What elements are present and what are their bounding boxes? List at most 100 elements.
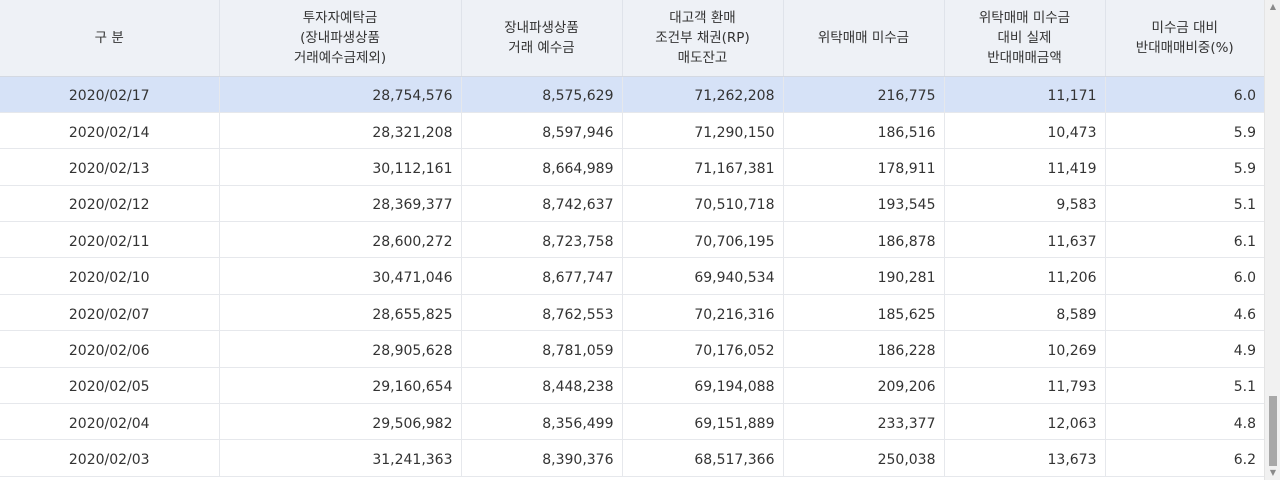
header-label-line: (장내파생상품 — [300, 29, 380, 46]
derivatives-deposits-cell: 8,664,989 — [460, 148, 622, 186]
margin-receivables-cell: 209,206 — [782, 367, 944, 405]
forced-liquidation-ratio-cell: 6.2 — [1104, 439, 1264, 477]
rp-balance-cell: 71,290,150 — [621, 112, 783, 150]
forced-liquidation-ratio-cell: 5.1 — [1104, 367, 1264, 405]
investor-deposits-cell: 30,112,161 — [218, 148, 461, 186]
forced-liquidation-amount-cell: 10,269 — [943, 330, 1105, 368]
header-label-line: 매도잔고 — [677, 49, 728, 66]
scroll-down-icon[interactable]: ▼ — [1269, 468, 1277, 477]
margin-receivables-cell: 186,516 — [782, 112, 944, 150]
table-body: 2020/02/17 28,754,576 8,575,629 71,262,208 2… — [0, 76, 1264, 477]
rp-balance-cell: 68,517,366 — [621, 439, 783, 477]
header-label-line: 위탁매매 미수금 — [978, 9, 1071, 26]
table-row[interactable]: 2020/02/10 30,471,046 8,677,747 69,940,534 1… — [0, 257, 1264, 295]
table-row[interactable]: 2020/02/07 28,655,825 8,762,553 70,216,316 1… — [0, 294, 1264, 332]
forced-liquidation-ratio-cell: 4.9 — [1104, 330, 1264, 368]
derivatives-deposits-cell: 8,575,629 — [460, 76, 622, 113]
forced-liquidation-ratio-cell: 5.9 — [1104, 112, 1264, 150]
forced-liquidation-amount-cell: 10,473 — [943, 112, 1105, 150]
table-row[interactable]: 2020/02/14 28,321,208 8,597,946 71,290,150 1… — [0, 112, 1264, 150]
date-cell: 2020/02/05 — [0, 367, 219, 405]
forced-liquidation-amount-cell: 11,637 — [943, 221, 1105, 259]
column-header-investor-deposits: 투자자예탁금 (장내파생상품 거래예수금제외) — [218, 0, 461, 77]
table-row[interactable]: 2020/02/03 31,241,363 8,390,376 68,517,366 2… — [0, 439, 1264, 477]
column-header-margin-receivables: 위탁매매 미수금 — [782, 0, 944, 77]
investor-deposits-cell: 30,471,046 — [218, 257, 461, 295]
margin-receivables-cell: 186,878 — [782, 221, 944, 259]
date-cell: 2020/02/17 — [0, 76, 219, 113]
scroll-up-icon[interactable]: ▲ — [1269, 2, 1277, 11]
forced-liquidation-amount-cell: 11,206 — [943, 257, 1105, 295]
margin-receivables-cell: 186,228 — [782, 330, 944, 368]
rp-balance-cell: 70,176,052 — [621, 330, 783, 368]
investor-deposits-cell: 28,905,628 — [218, 330, 461, 368]
forced-liquidation-amount-cell: 9,583 — [943, 185, 1105, 223]
derivatives-deposits-cell: 8,448,238 — [460, 367, 622, 405]
header-label-line: 미수금 대비 — [1151, 19, 1218, 36]
derivatives-deposits-cell: 8,723,758 — [460, 221, 622, 259]
date-cell: 2020/02/04 — [0, 403, 219, 441]
date-cell: 2020/02/14 — [0, 112, 219, 150]
date-cell: 2020/02/12 — [0, 185, 219, 223]
header-label-line: 대고객 환매 — [669, 9, 736, 26]
forced-liquidation-ratio-cell: 5.9 — [1104, 148, 1264, 186]
header-label-line: 구 분 — [94, 29, 124, 46]
scrollbar-thumb[interactable] — [1269, 396, 1277, 466]
forced-liquidation-ratio-cell: 4.6 — [1104, 294, 1264, 332]
header-label-line: 반대매매금액 — [987, 49, 1062, 66]
investor-deposits-cell: 28,369,377 — [218, 185, 461, 223]
rp-balance-cell: 70,510,718 — [621, 185, 783, 223]
table-row[interactable]: 2020/02/05 29,160,654 8,448,238 69,194,088 2… — [0, 367, 1264, 405]
derivatives-deposits-cell: 8,597,946 — [460, 112, 622, 150]
table-row[interactable]: 2020/02/11 28,600,272 8,723,758 70,706,195 1… — [0, 221, 1264, 259]
forced-liquidation-amount-cell: 11,171 — [943, 76, 1105, 113]
header-label-line: 거래 예수금 — [508, 39, 575, 56]
table-row[interactable]: 2020/02/17 28,754,576 8,575,629 71,262,208 2… — [0, 76, 1264, 113]
forced-liquidation-amount-cell: 12,063 — [943, 403, 1105, 441]
header-label-line: 위탁매매 미수금 — [817, 29, 910, 46]
date-cell: 2020/02/07 — [0, 294, 219, 332]
margin-receivables-cell: 193,545 — [782, 185, 944, 223]
margin-receivables-cell: 233,377 — [782, 403, 944, 441]
investor-deposits-cell: 28,754,576 — [218, 76, 461, 113]
table-row[interactable]: 2020/02/06 28,905,628 8,781,059 70,176,052 1… — [0, 330, 1264, 368]
forced-liquidation-amount-cell: 8,589 — [943, 294, 1105, 332]
date-cell: 2020/02/11 — [0, 221, 219, 259]
table-row[interactable]: 2020/02/13 30,112,161 8,664,989 71,167,381 1… — [0, 148, 1264, 186]
forced-liquidation-ratio-cell: 6.1 — [1104, 221, 1264, 259]
forced-liquidation-ratio-cell: 6.0 — [1104, 257, 1264, 295]
margin-receivables-cell: 250,038 — [782, 439, 944, 477]
date-cell: 2020/02/03 — [0, 439, 219, 477]
investor-deposits-cell: 29,160,654 — [218, 367, 461, 405]
date-cell: 2020/02/06 — [0, 330, 219, 368]
vertical-scrollbar[interactable]: ▲ ▼ — [1264, 0, 1280, 480]
column-header-category: 구 분 — [0, 0, 219, 77]
investor-deposits-cell: 28,600,272 — [218, 221, 461, 259]
table-row[interactable]: 2020/02/12 28,369,377 8,742,637 70,510,718 1… — [0, 185, 1264, 223]
rp-balance-cell: 71,262,208 — [621, 76, 783, 113]
investor-deposits-cell: 28,321,208 — [218, 112, 461, 150]
header-label-line: 대비 실제 — [997, 29, 1052, 46]
date-cell: 2020/02/13 — [0, 148, 219, 186]
header-label-line: 조건부 채권(RP) — [655, 29, 750, 46]
table-row[interactable]: 2020/02/04 29,506,982 8,356,499 69,151,889 2… — [0, 403, 1264, 441]
rp-balance-cell: 70,706,195 — [621, 221, 783, 259]
rp-balance-cell: 70,216,316 — [621, 294, 783, 332]
header-label-line: 반대매매비중(%) — [1135, 39, 1234, 56]
rp-balance-cell: 69,194,088 — [621, 367, 783, 405]
header-label-line: 거래예수금제외) — [293, 49, 387, 66]
forced-liquidation-ratio-cell: 6.0 — [1104, 76, 1264, 113]
header-label-line: 장내파생상품 — [504, 19, 579, 36]
derivatives-deposits-cell: 8,356,499 — [460, 403, 622, 441]
derivatives-deposits-cell: 8,762,553 — [460, 294, 622, 332]
derivatives-deposits-cell: 8,742,637 — [460, 185, 622, 223]
derivatives-deposits-cell: 8,781,059 — [460, 330, 622, 368]
derivatives-deposits-cell: 8,677,747 — [460, 257, 622, 295]
